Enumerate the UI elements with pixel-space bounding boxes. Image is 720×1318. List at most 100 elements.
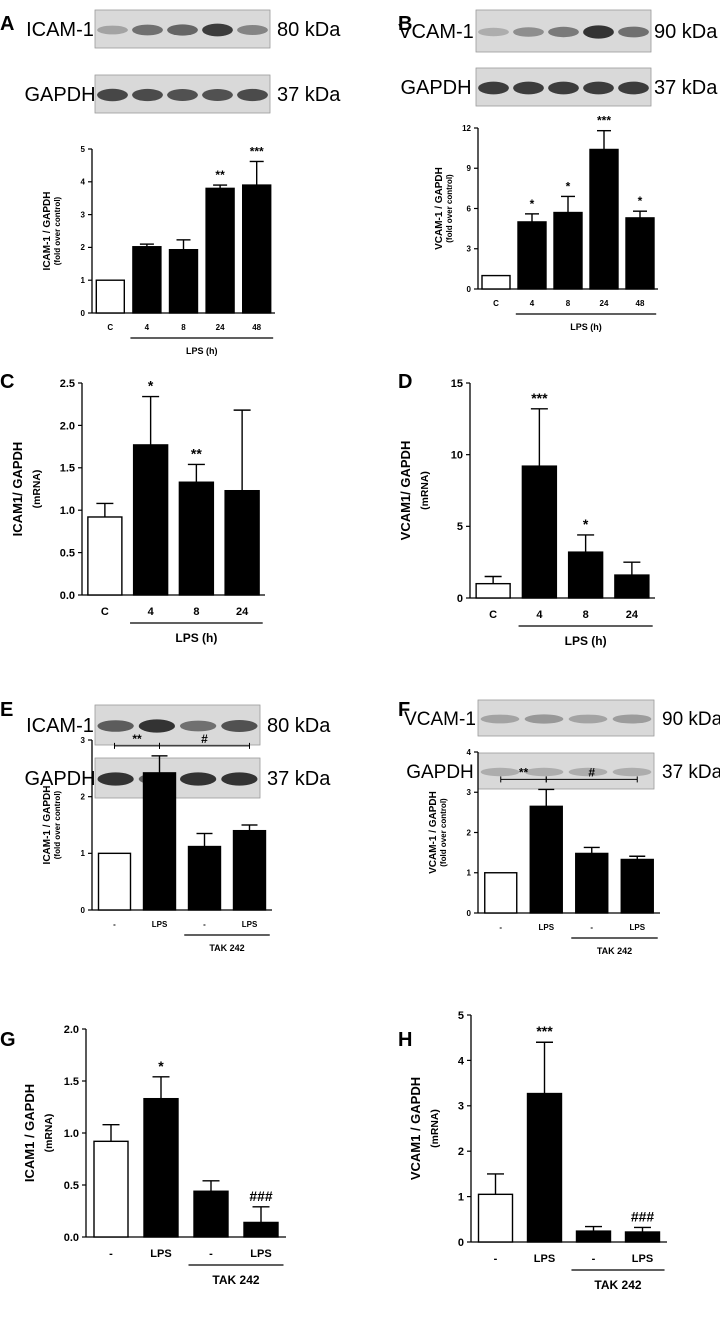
y-axis-label: ICAM-1 / GAPDH [42,786,53,865]
y-tick-label: 2 [81,792,86,801]
y-tick-label: 4 [81,178,86,187]
blot-band [480,767,520,777]
x-tick-label: LPS [538,923,554,932]
y-tick-label: 0 [467,909,472,918]
western-blot: GAPDH 37 kDa [400,67,718,107]
bar [575,1230,612,1243]
y-tick-label: 2.5 [60,378,75,390]
blot-size-label: 37 kDa [662,762,720,783]
bar [87,516,123,596]
y-tick-label: 0 [458,1237,464,1249]
y-axis-sublabel: (mRNA) [32,470,43,509]
y-tick-label: 2 [458,1146,464,1158]
significance-marker: ** [215,168,225,182]
significance-marker: ### [249,1188,273,1204]
group-label: LPS (h) [175,631,217,645]
bar-chart-E: 0 1 2 3 ICAM-1 / GAPDH (fold over control) - LP… [42,732,272,953]
x-tick-label: 48 [252,323,261,332]
significance-marker: ### [631,1208,655,1224]
blot-band [237,25,268,35]
bar [475,582,511,599]
y-tick-label: 1 [81,276,86,285]
y-tick-label: 2.0 [60,420,75,432]
y-tick-label: 3 [81,210,86,219]
y-axis-sublabel: (mRNA) [44,1114,55,1153]
significance-marker: *** [250,144,264,158]
x-tick-label: C [489,609,497,621]
x-tick-label: C [493,299,499,308]
y-tick-label: 6 [467,204,472,213]
blot-band [478,27,509,37]
panel-letter: C [0,371,14,393]
group-label: TAK 242 [212,1273,259,1287]
bracket-label: ** [519,765,529,779]
y-axis-label: VCAM1/ GAPDH [398,441,413,541]
bracket-label: ** [132,732,142,746]
x-tick-label: 8 [181,323,186,332]
x-tick-label: 4 [145,323,150,332]
blot-size-label: 80 kDa [277,19,341,41]
blot-size-label: 90 kDa [662,709,720,730]
blot-protein-label: VCAM-1 [398,21,474,43]
y-axis-sublabel: (fold over control) [439,798,448,867]
significance-marker: * [158,1058,164,1074]
y-tick-label: 9 [467,164,472,173]
group-label: TAK 242 [209,943,244,953]
y-tick-label: 1 [467,869,472,878]
x-tick-label: LPS [150,1248,171,1260]
y-tick-label: 0.5 [64,1180,79,1192]
blot-band [568,767,608,777]
x-tick-label: 24 [626,609,639,621]
blot-protein-label: VCAM-1 [404,709,476,730]
y-tick-label: 5 [81,145,86,154]
y-tick-label: 1.5 [64,1076,79,1088]
bar [168,248,199,314]
significance-marker: * [583,516,589,532]
group-label: TAK 242 [597,946,632,956]
blot-size-label: 37 kDa [267,768,331,790]
y-tick-label: 10 [451,450,463,462]
bar [477,1193,514,1243]
bar [517,221,547,290]
blot-band [167,24,198,36]
bar [529,805,563,914]
x-tick-label: LPS [629,923,645,932]
x-tick-label: - [203,920,206,929]
blot-band [179,720,217,732]
bar [526,1092,563,1243]
panel-letter: A [0,13,14,35]
blot-band [524,714,564,724]
bar [187,845,222,911]
blot-band [138,719,176,733]
x-tick-label: 4 [148,606,155,618]
bar [95,279,126,314]
bar [620,858,654,914]
blot-band [132,88,163,102]
blot-band [513,81,544,95]
western-blot: VCAM-1 90 kDa [398,9,718,53]
blot-band [618,81,649,95]
x-tick-label: LPS [242,920,258,929]
bar [614,574,650,599]
significance-marker: * [148,378,154,394]
western-blot: VCAM-1 90 kDa [404,699,720,737]
x-tick-label: 8 [566,299,571,308]
blot-band [167,89,198,101]
y-axis-label: ICAM1 / GAPDH [22,1084,37,1182]
western-blot: GAPDH 37 kDa [24,757,331,799]
y-axis-sublabel: (fold over control) [445,174,454,243]
y-tick-label: 2 [467,828,472,837]
y-axis-sublabel: (fold over control) [53,790,62,859]
bar [521,465,558,599]
blot-protein-label: GAPDH [24,768,95,790]
blot-protein-label: ICAM-1 [26,19,94,41]
blot-size-label: 90 kDa [654,21,718,43]
blot-band [97,88,128,102]
bar [624,1231,661,1243]
x-tick-label: LPS [632,1253,653,1265]
x-tick-label: LPS [250,1248,271,1260]
y-tick-label: 0.5 [60,547,75,559]
y-axis-sublabel: (mRNA) [430,1109,441,1148]
blot-protein-label: ICAM-1 [26,715,94,737]
